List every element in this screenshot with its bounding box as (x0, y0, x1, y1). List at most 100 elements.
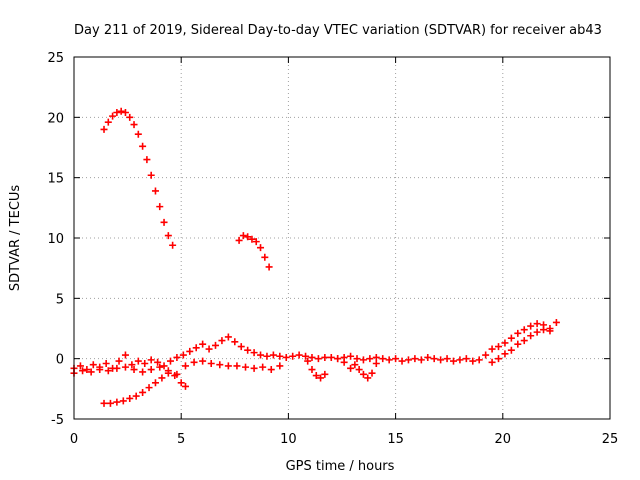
data-point (259, 363, 267, 371)
data-point (121, 109, 129, 117)
data-point (430, 355, 438, 363)
data-point (443, 355, 451, 363)
data-point (355, 366, 363, 374)
data-point (218, 337, 226, 345)
y-tick-label: 15 (47, 172, 64, 187)
data-point (250, 349, 258, 357)
data-point (160, 362, 168, 370)
y-tick-label: 25 (47, 51, 64, 66)
data-point (130, 366, 138, 374)
data-point (237, 343, 245, 351)
data-point (199, 340, 207, 348)
data-point (190, 358, 198, 366)
data-point (282, 353, 290, 361)
y-tick-label: 10 (47, 232, 64, 247)
tick-labels: 0 5 10 15 20 25 -5 0 5 10 15 20 25 (47, 51, 618, 447)
data-point (449, 357, 457, 365)
data-point (417, 356, 425, 364)
data-point (104, 367, 112, 375)
data-point (520, 337, 528, 345)
data-point (302, 352, 310, 360)
data-point (269, 351, 277, 359)
data-point (295, 351, 303, 359)
data-point (340, 358, 348, 366)
data-point (244, 233, 252, 241)
data-point (437, 356, 445, 364)
data-point (250, 364, 258, 372)
data-point (231, 338, 239, 346)
data-point (533, 328, 541, 336)
series-arc-high-1 (100, 107, 177, 249)
data-point (147, 366, 155, 374)
data-point (507, 334, 515, 342)
data-point (96, 366, 104, 374)
data-point (321, 353, 329, 361)
data-point (488, 345, 496, 353)
data-point (143, 156, 151, 164)
data-point (242, 363, 250, 371)
data-point (141, 359, 149, 367)
data-point (314, 355, 322, 363)
x-axis-label: GPS time / hours (286, 459, 395, 474)
data-point (113, 398, 121, 406)
data-point (113, 364, 121, 372)
data-point (147, 171, 155, 179)
data-point (347, 364, 355, 372)
data-point (177, 379, 185, 387)
series-band-late-lower (488, 326, 554, 366)
data-point (265, 263, 273, 271)
data-point (385, 356, 393, 364)
data-point (156, 203, 164, 211)
data-point (304, 357, 312, 365)
data-point (186, 347, 194, 355)
data-point (132, 392, 140, 400)
data-point (89, 361, 97, 369)
data-point (372, 353, 380, 361)
data-point (169, 241, 177, 249)
data-point (552, 318, 560, 326)
data-point (102, 359, 110, 367)
plot-frame (73, 56, 611, 420)
data-point (514, 340, 522, 348)
data-point (520, 326, 528, 334)
data-point (312, 372, 320, 380)
data-point (233, 362, 241, 370)
data-point (100, 125, 108, 133)
data-point (139, 368, 147, 376)
data-point (379, 355, 387, 363)
data-point (368, 369, 376, 377)
data-point (181, 382, 189, 390)
data-point (353, 355, 361, 363)
data-point (207, 359, 215, 367)
grid (74, 57, 610, 419)
series-dip-mid (304, 355, 380, 382)
data-point (263, 352, 271, 360)
data-point (179, 351, 187, 359)
series-arc-negative (100, 369, 189, 407)
x-tick-label: 20 (495, 432, 512, 447)
data-point (267, 366, 275, 374)
data-point (533, 320, 541, 328)
data-point (216, 361, 224, 369)
data-point (154, 358, 162, 366)
data-point (151, 379, 159, 387)
data-point (134, 357, 142, 365)
data-points (70, 107, 560, 407)
data-point (173, 353, 181, 361)
x-tick-label: 0 (70, 432, 78, 447)
data-point (181, 362, 189, 370)
data-point (411, 355, 419, 363)
data-point (257, 244, 265, 252)
data-point (160, 218, 168, 226)
data-point (501, 339, 509, 347)
data-point (321, 370, 329, 378)
data-point (308, 353, 316, 361)
data-point (527, 332, 535, 340)
data-point (224, 333, 232, 341)
data-point (156, 363, 164, 371)
data-point (359, 356, 367, 364)
data-point (205, 345, 213, 353)
data-point (106, 399, 114, 407)
x-tick-label: 5 (177, 432, 185, 447)
